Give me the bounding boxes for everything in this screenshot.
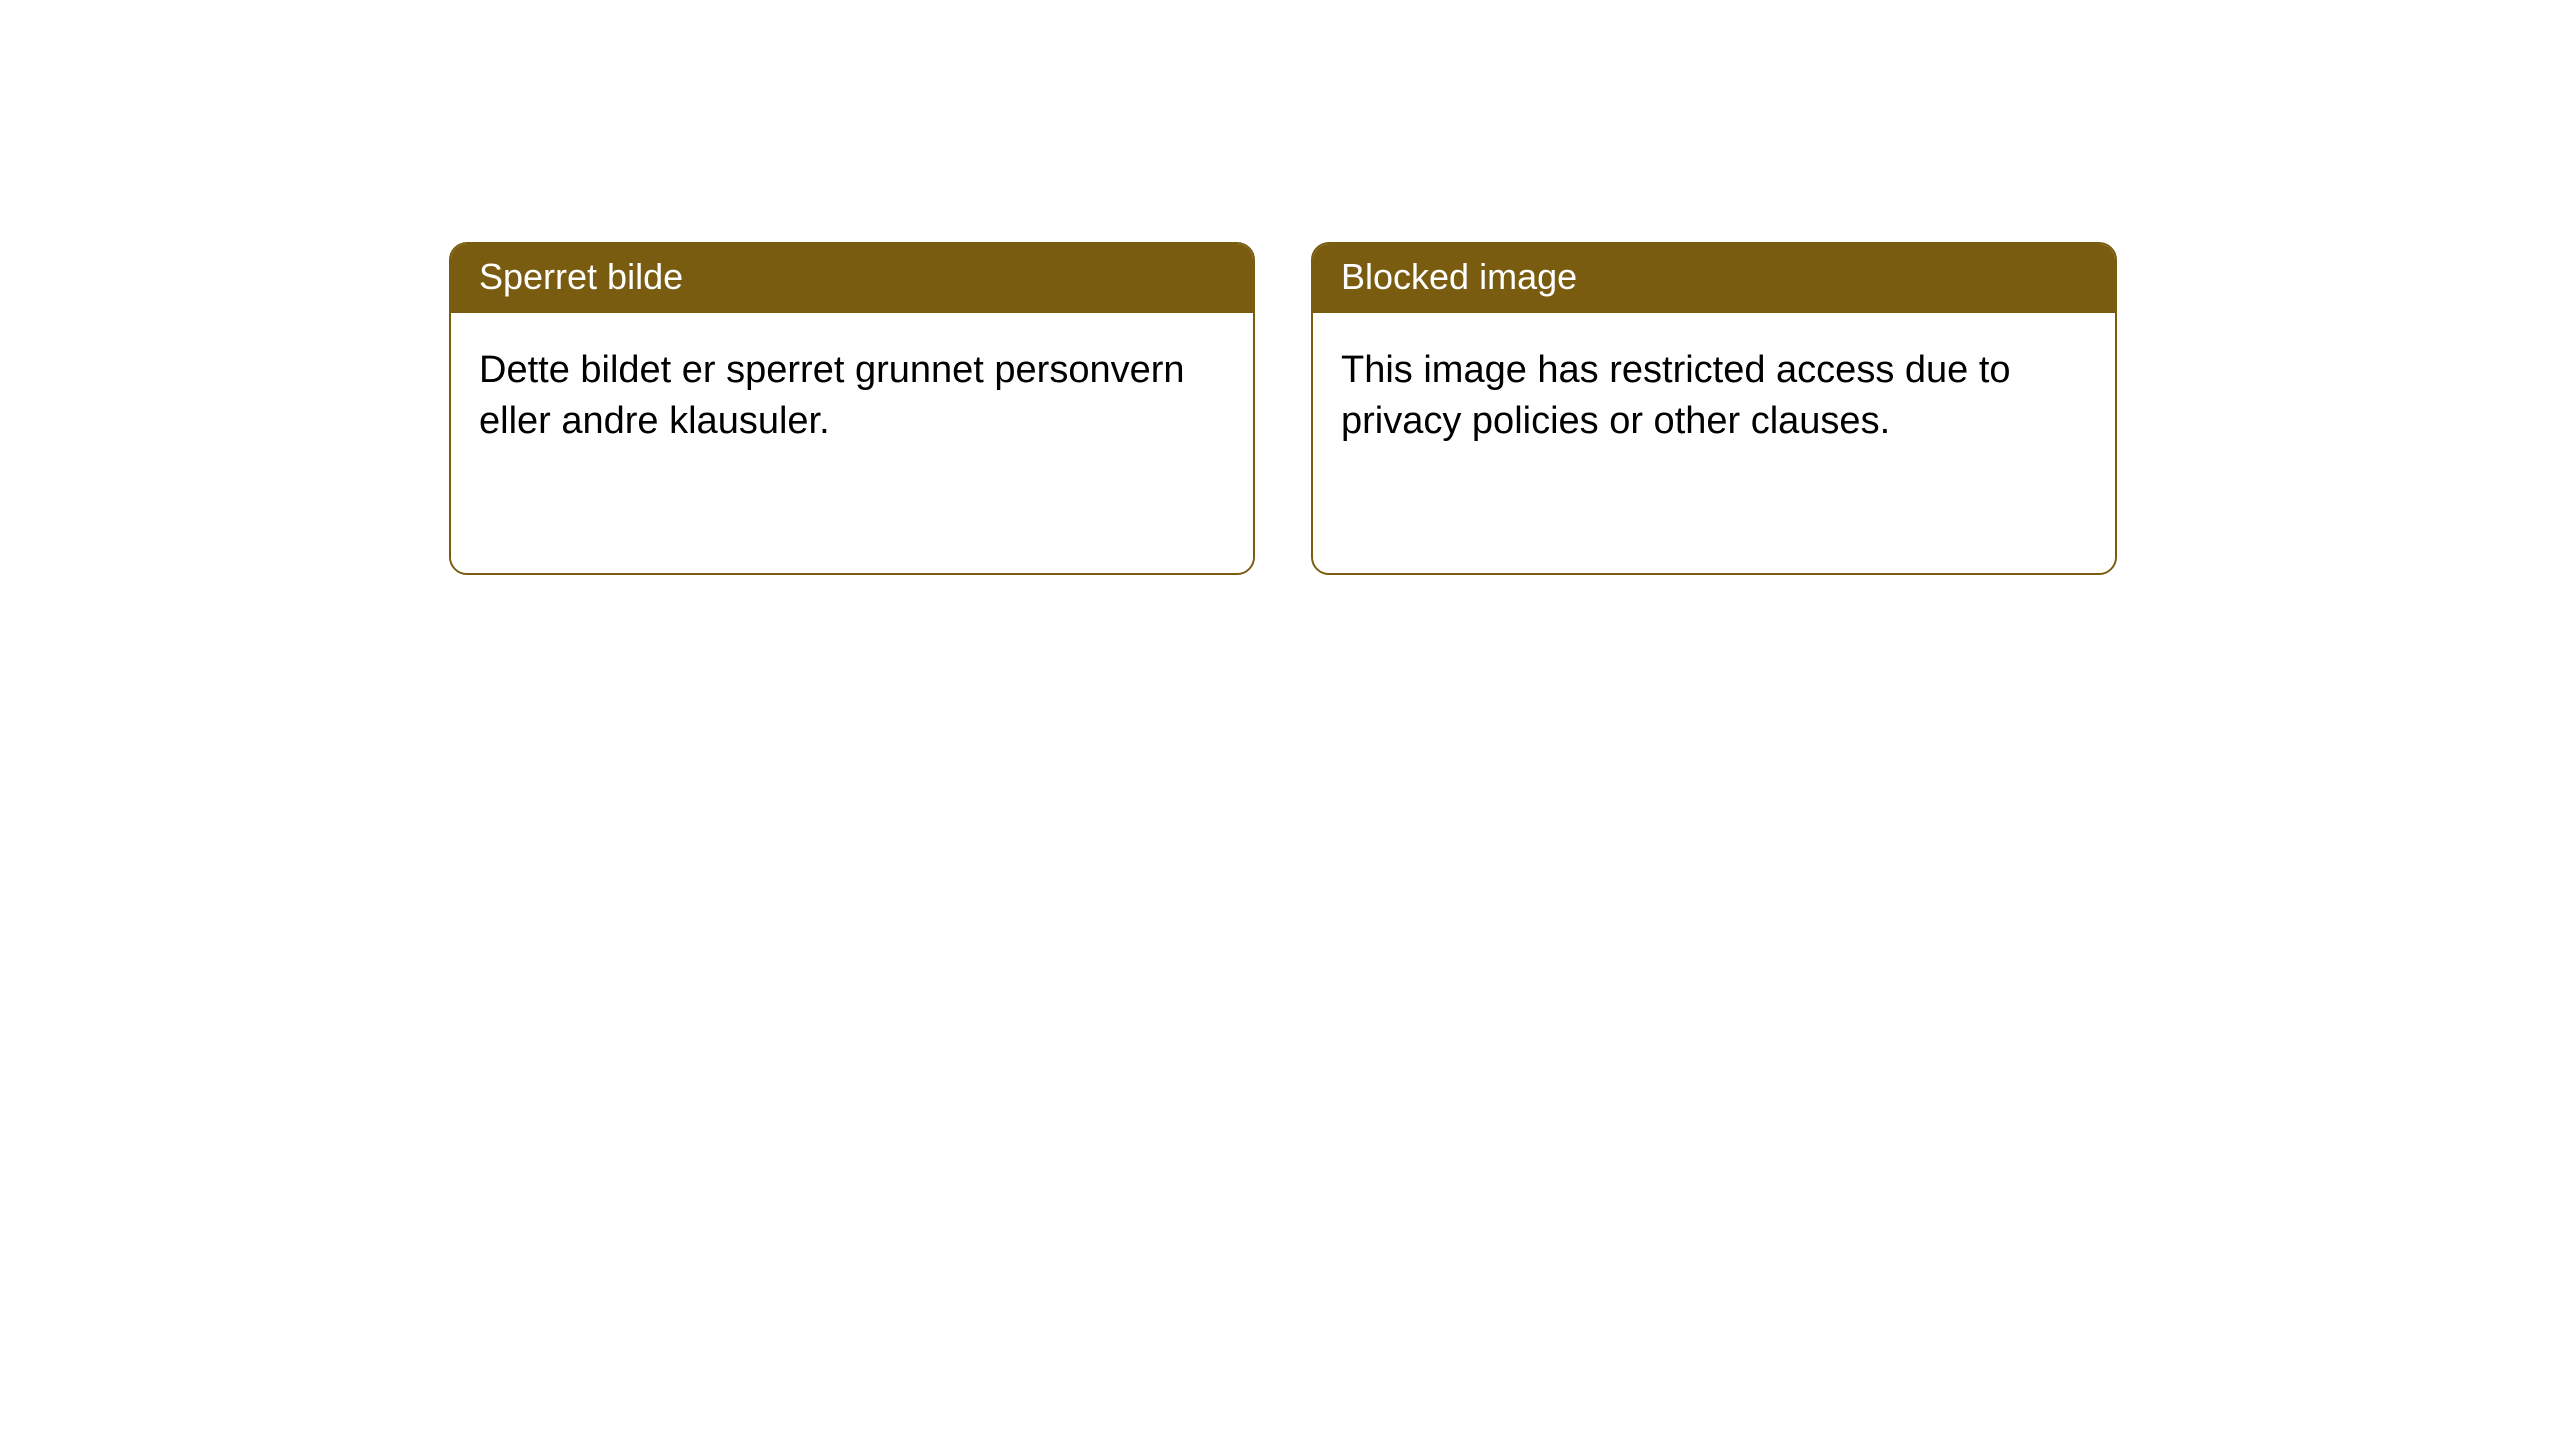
notice-header-en: Blocked image: [1313, 244, 2115, 313]
notice-header-no: Sperret bilde: [451, 244, 1253, 313]
notice-box-en: Blocked image This image has restricted …: [1311, 242, 2117, 575]
notice-body-no: Dette bildet er sperret grunnet personve…: [451, 313, 1253, 573]
notice-box-no: Sperret bilde Dette bildet er sperret gr…: [449, 242, 1255, 575]
notice-body-en: This image has restricted access due to …: [1313, 313, 2115, 573]
notice-container: Sperret bilde Dette bildet er sperret gr…: [0, 0, 2560, 575]
